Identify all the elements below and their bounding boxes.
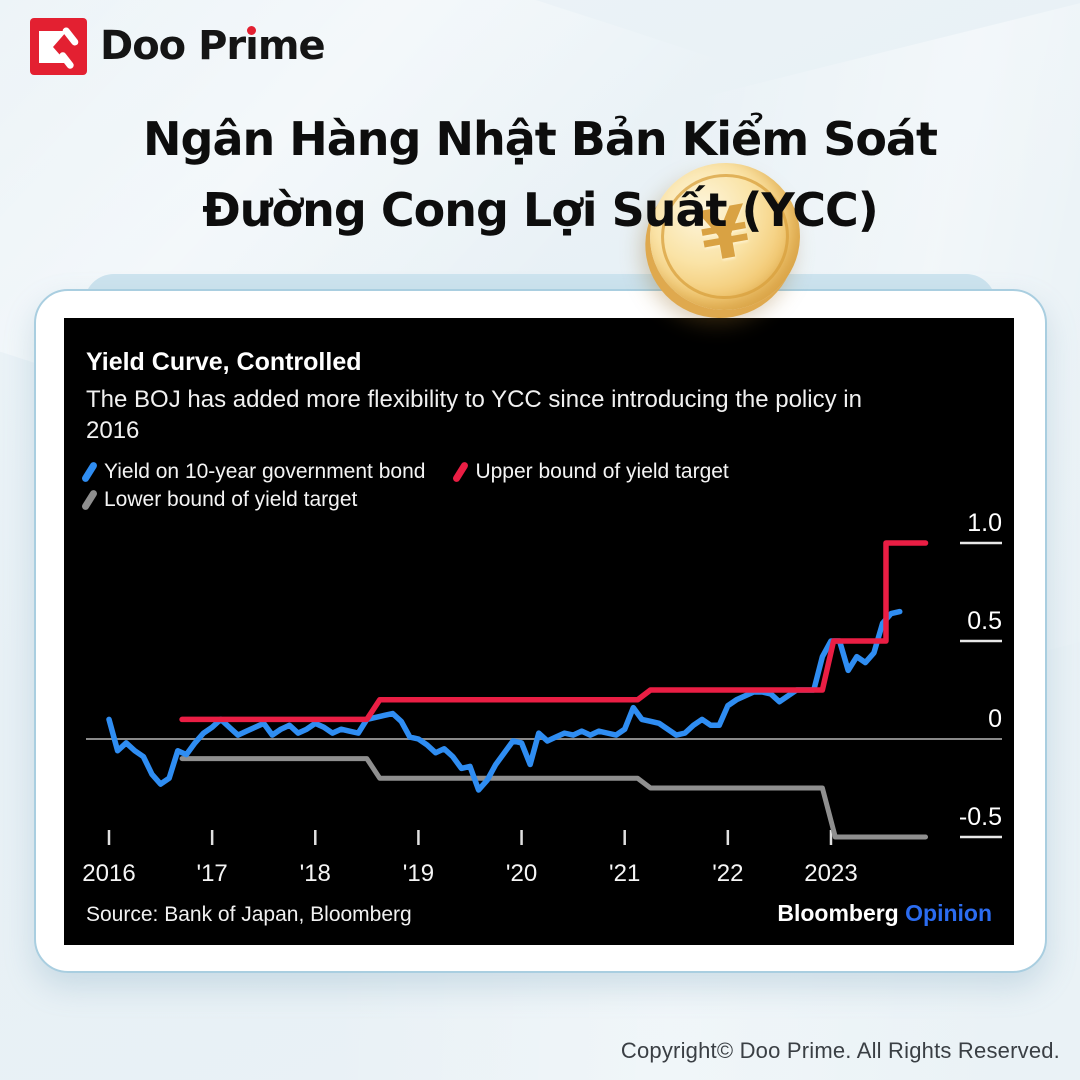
- wordmark-part2: me: [257, 23, 326, 69]
- chart-card: 1.0 0.5 0 -0.5 2016 '17 '18 '19 '20 '21 '22 2023 Yi…: [34, 289, 1047, 973]
- copyright-text: Copyright© Doo Prime. All Rights Reserve…: [620, 1038, 1060, 1063]
- bloomberg-brand-text: Bloomberg: [777, 900, 899, 926]
- yield-line: [106, 608, 903, 793]
- x-axis-label: '21: [609, 860, 640, 887]
- wordmark-part1: Doo Pr: [100, 23, 246, 69]
- x-axis-label: '18: [300, 860, 331, 887]
- page-title-line2: Đường Cong Lợi Suất (YCC): [202, 183, 879, 237]
- legend-item-yield: Yield on 10-year government bond: [80, 460, 425, 484]
- legend-item-upper-bound: Upper bound of yield target: [452, 460, 729, 484]
- yield-curve-chart: 1.0 0.5 0 -0.5 2016 '17 '18 '19 '20 '21 '22 2023: [82, 509, 1002, 887]
- y-axis-label: 0.5: [967, 607, 1002, 635]
- opinion-brand-text: Opinion: [905, 900, 992, 926]
- x-axis-label: '19: [403, 860, 434, 887]
- doo-prime-wordmark: Doo Prıme: [100, 18, 326, 75]
- page-title-line1: Ngân Hàng Nhật Bản Kiểm Soát: [143, 112, 938, 166]
- lower-bound-line: [179, 756, 929, 840]
- chart-title: Yield Curve, Controlled: [86, 348, 362, 376]
- chart-subtitle: The BOJ has added more flexibility to YC…: [86, 386, 862, 444]
- chart-legend: Yield on 10-year government bond Upper b…: [80, 458, 966, 514]
- x-axis-label: '20: [506, 860, 537, 887]
- upper-bound-line: [179, 540, 929, 723]
- x-axis-label: '17: [196, 860, 227, 887]
- bloomberg-chart-panel: 1.0 0.5 0 -0.5 2016 '17 '18 '19 '20 '21 '22 2023 Yi…: [64, 318, 1014, 945]
- x-axis-label: 2023: [804, 860, 857, 887]
- y-axis-label: -0.5: [959, 803, 1002, 831]
- wordmark-red-dot-i: ı: [245, 23, 259, 69]
- y-axis-label: 0: [988, 705, 1002, 733]
- x-axis-label: 2016: [82, 860, 135, 887]
- page-title: Ngân Hàng Nhật Bản Kiểm Soát Đường Cong …: [0, 104, 1080, 246]
- doo-prime-logo-icon: [30, 18, 87, 75]
- bloomberg-opinion-brand: Bloomberg Opinion: [777, 900, 992, 927]
- legend-item-lower-bound: Lower bound of yield target: [80, 488, 357, 512]
- red-slash-icon: [452, 460, 470, 484]
- y-axis-label: 1.0: [967, 509, 1002, 537]
- chart-source: Source: Bank of Japan, Bloomberg: [86, 903, 412, 926]
- x-axis-label: '22: [712, 860, 743, 887]
- doo-prime-logo: Doo Prıme: [30, 18, 326, 75]
